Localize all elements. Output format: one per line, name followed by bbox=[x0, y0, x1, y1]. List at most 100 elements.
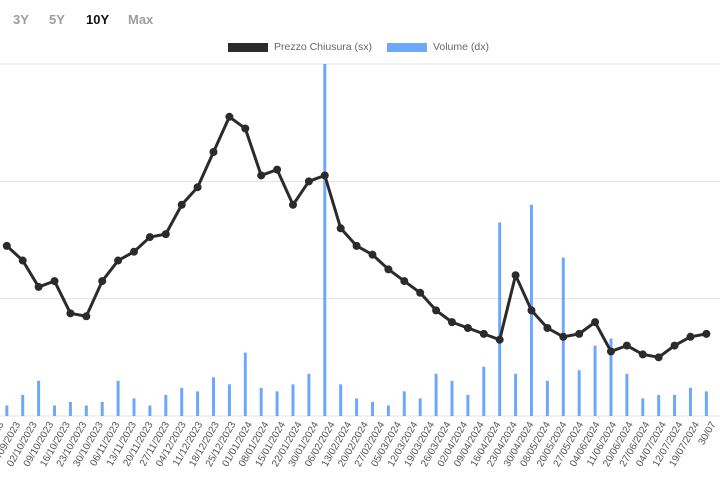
legend-swatch-volume bbox=[386, 42, 427, 52]
price-point bbox=[288, 200, 297, 209]
range-tab-10y[interactable]: 10Y bbox=[86, 12, 110, 27]
volume-bar bbox=[148, 405, 152, 416]
price-point bbox=[384, 265, 393, 274]
volume-bar bbox=[196, 391, 200, 416]
volume-bar bbox=[180, 387, 184, 416]
price-point bbox=[622, 341, 631, 350]
volume-bar bbox=[132, 398, 136, 416]
volume-bar bbox=[259, 387, 263, 416]
price-point bbox=[575, 329, 584, 338]
price-point bbox=[463, 324, 472, 332]
volume-bar bbox=[116, 380, 120, 416]
volume-bar bbox=[84, 405, 88, 416]
volume-bar bbox=[37, 380, 41, 416]
volume-bar bbox=[657, 394, 661, 416]
grid-lines bbox=[0, 63, 720, 417]
price-point bbox=[177, 200, 186, 209]
price-point bbox=[702, 329, 711, 338]
price-point bbox=[193, 183, 202, 192]
volume-bar bbox=[641, 398, 645, 416]
volume-bar bbox=[673, 394, 677, 416]
price-point bbox=[606, 347, 615, 356]
price-point bbox=[654, 353, 663, 362]
price-point bbox=[161, 230, 170, 239]
volume-bar bbox=[227, 384, 231, 416]
volume-bar bbox=[577, 370, 581, 416]
chart-legend: Prezzo Chiusura (sx) Volume (dx) bbox=[228, 41, 501, 57]
price-point bbox=[432, 306, 441, 315]
volume-bar bbox=[609, 338, 613, 416]
price-point bbox=[257, 171, 266, 180]
price-point bbox=[304, 177, 313, 186]
volume-bar bbox=[243, 352, 247, 416]
price-point bbox=[368, 250, 377, 259]
volume-bar bbox=[434, 373, 438, 416]
price-point bbox=[670, 341, 679, 350]
volume-bar bbox=[323, 64, 327, 416]
volume-bar bbox=[339, 384, 343, 416]
volume-bar bbox=[386, 405, 390, 416]
price-series-line bbox=[5, 115, 707, 359]
price-line bbox=[2, 112, 711, 362]
price-point bbox=[495, 335, 504, 344]
volume-bar bbox=[212, 377, 216, 416]
price-point bbox=[273, 165, 282, 174]
price-point bbox=[400, 277, 409, 286]
volume-bar bbox=[593, 345, 597, 416]
price-point bbox=[225, 112, 234, 121]
price-point bbox=[2, 241, 11, 250]
price-point bbox=[447, 318, 456, 327]
volume-bar bbox=[68, 401, 72, 416]
legend-item-volume[interactable]: Volume (dx) bbox=[386, 41, 489, 53]
volume-bar bbox=[482, 366, 486, 416]
volume-bar bbox=[164, 394, 168, 416]
price-point bbox=[336, 224, 345, 233]
price-point bbox=[114, 256, 123, 265]
price-point bbox=[591, 318, 600, 327]
price-point bbox=[416, 288, 425, 297]
x-tick-label: 30/07 bbox=[697, 420, 719, 448]
price-point bbox=[352, 241, 361, 250]
volume-bar bbox=[402, 391, 406, 416]
price-point bbox=[98, 277, 107, 286]
legend-item-price[interactable]: Prezzo Chiusura (sx) bbox=[228, 41, 372, 53]
range-tab-5y[interactable]: 5Y bbox=[49, 12, 65, 27]
price-point bbox=[209, 148, 218, 156]
volume-bar bbox=[53, 405, 57, 416]
volume-bar bbox=[514, 373, 518, 416]
volume-bar bbox=[418, 398, 422, 416]
volume-bar bbox=[466, 394, 470, 416]
price-point bbox=[559, 332, 568, 341]
price-point bbox=[527, 306, 536, 315]
volume-bar bbox=[5, 405, 9, 416]
price-point bbox=[145, 233, 154, 242]
volume-bar bbox=[625, 373, 629, 416]
price-point bbox=[18, 256, 27, 265]
volume-bar bbox=[450, 380, 454, 416]
volume-bar bbox=[100, 401, 104, 416]
price-point bbox=[66, 309, 75, 318]
range-tabs: 3Y 5Y 10Y Max bbox=[0, 12, 200, 32]
price-point bbox=[320, 171, 329, 180]
price-point bbox=[241, 124, 250, 133]
price-point bbox=[638, 350, 647, 359]
volume-bar bbox=[688, 387, 692, 416]
price-point bbox=[34, 282, 43, 291]
price-point bbox=[479, 329, 488, 338]
price-point bbox=[543, 324, 552, 332]
legend-label-price: Prezzo Chiusura (sx) bbox=[274, 41, 373, 53]
price-point bbox=[82, 312, 91, 321]
price-point bbox=[130, 247, 139, 256]
range-tab-max[interactable]: Max bbox=[128, 12, 154, 27]
volume-bar bbox=[498, 222, 502, 416]
price-point bbox=[686, 332, 695, 341]
range-tab-3y[interactable]: 3Y bbox=[13, 12, 29, 27]
x-axis-ticks: /09/202325/09/202302/10/202309/10/202316… bbox=[0, 420, 719, 469]
volume-bar bbox=[545, 380, 549, 416]
volume-bar bbox=[355, 398, 359, 416]
volume-bar bbox=[21, 394, 25, 416]
volume-bars bbox=[5, 64, 708, 416]
volume-bar bbox=[275, 391, 279, 416]
price-point bbox=[511, 271, 520, 280]
